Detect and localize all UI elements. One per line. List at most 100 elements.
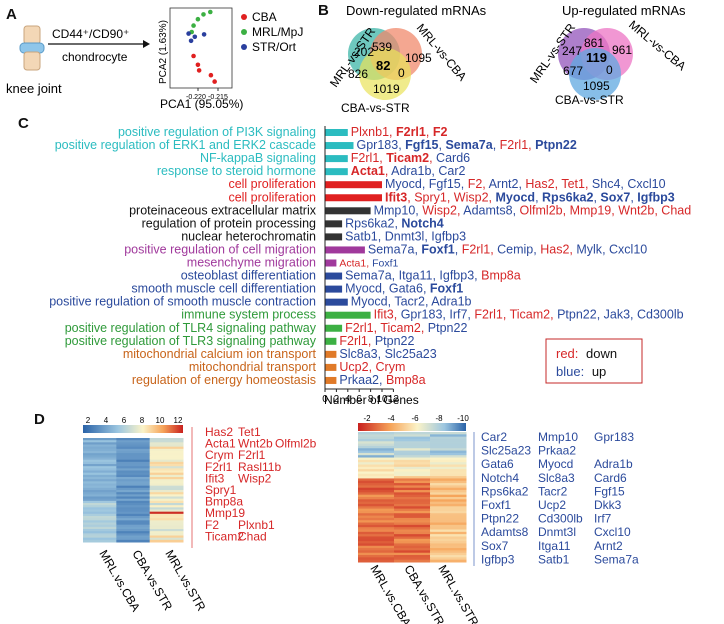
heatmap-right-gene: Notch4 — [481, 471, 519, 485]
heatmap-cell — [394, 452, 431, 456]
heatmap-cell — [116, 537, 151, 541]
heatmap-cell — [83, 451, 117, 454]
heatmap-cell — [149, 459, 184, 463]
go-term-bar — [325, 194, 382, 202]
go-term-label: positive regulation of PI3K signaling — [118, 125, 316, 139]
gene-name: Gpr183 — [401, 308, 443, 322]
go-term-genes: Myocd, Tacr2, Adra1b — [351, 295, 472, 309]
go-x-tick-label: 2 — [334, 394, 340, 405]
heatmap-cell — [394, 436, 431, 440]
heatmap-cell — [116, 518, 151, 521]
gene-name: Igfbp3 — [431, 229, 466, 243]
gene-separator: , — [493, 138, 500, 152]
heatmap-cell — [358, 497, 395, 500]
go-term-label: cell proliferation — [228, 190, 316, 204]
go-term-label: mitochondrial transport — [189, 360, 317, 374]
pca-point — [186, 31, 191, 36]
legend-dot-str — [241, 44, 247, 50]
heatmap-right-gene: Dkk3 — [594, 498, 622, 512]
heatmap-cell — [358, 559, 395, 563]
heatmap-cell — [116, 470, 151, 474]
gene-name: Foxf1 — [421, 242, 454, 256]
heatmap-cell — [394, 480, 431, 484]
gene-name: Ticam2 — [510, 308, 551, 322]
heatmap-cell — [358, 515, 395, 519]
gene-separator: , — [431, 164, 438, 178]
gene-name: Acta1 — [351, 164, 385, 178]
gene-separator: , — [467, 308, 474, 322]
down-venn-title: Down-regulated mRNAs — [346, 3, 487, 18]
gene-separator: , — [620, 177, 627, 191]
gene-separator: , — [513, 203, 520, 217]
gene-separator: , — [474, 269, 481, 283]
heatmap-cell — [358, 555, 395, 558]
heatmap-cell — [149, 522, 184, 526]
heatmap-right-gene: Mmp10 — [538, 430, 578, 444]
gene-name: Sox7 — [600, 190, 630, 204]
heatmap-cell — [394, 524, 431, 528]
heatmap-cell — [149, 531, 184, 534]
gene-name: Tet1 — [561, 177, 585, 191]
gene-name: F2rl1 — [500, 138, 529, 152]
gene-name: Rps6ka2 — [345, 216, 394, 230]
heatmap-cell — [358, 545, 395, 549]
heatmap-cell — [394, 455, 431, 459]
heatmap-cell — [394, 457, 431, 461]
heatmap-right-gene: Cd300lb — [538, 512, 583, 526]
gene-separator: , — [654, 203, 661, 217]
heatmap-cell — [116, 479, 151, 482]
pca-point — [208, 9, 213, 15]
legend-red-key: red: — [556, 346, 578, 361]
gene-separator: , — [369, 360, 376, 374]
panel-d-label: D — [34, 411, 45, 428]
heatmap-cell — [149, 468, 184, 471]
panel-c-label: C — [18, 115, 29, 132]
knee-joint-icon — [19, 25, 45, 71]
heatmap-right-gene: Dnmt3l — [538, 525, 576, 539]
gene-name: Car2 — [438, 164, 465, 178]
go-term-bar — [325, 246, 365, 254]
heatmap-right-gene: Slc8a3 — [538, 471, 575, 485]
down-count-1: 202 — [354, 45, 374, 59]
heatmap-cell — [430, 492, 467, 496]
tissue-label: knee joint — [6, 81, 62, 96]
heatmap-cell — [358, 473, 395, 477]
gene-name: Foxf1 — [430, 282, 463, 296]
heatmap-cell — [358, 552, 395, 556]
heatmap-cell — [358, 466, 395, 470]
go-term-genes: Sema7a, Foxf1, F2rl1, Cemip, Has2, Mylk,… — [368, 242, 647, 256]
go-term-label: regulation of protein processing — [142, 216, 316, 230]
heatmap-cell — [358, 480, 395, 484]
heatmap-cell — [430, 534, 467, 537]
heatmap-left-gene: Mmp19 — [205, 506, 245, 520]
go-term-row: cell proliferation Myocd, Fgf15, F2, Arnt… — [228, 177, 665, 191]
heatmap-right-gene: Gpr183 — [594, 430, 634, 444]
heatmap-cell — [394, 462, 431, 465]
gene-name: Sema7a — [368, 242, 415, 256]
heatmap-right-gene: Ptpn22 — [481, 512, 519, 526]
heatmap-cell — [358, 517, 395, 521]
heatmap-cell — [394, 548, 431, 551]
heatmap-left-scale-label: 6 — [122, 416, 127, 425]
heatmap-cell — [394, 476, 431, 479]
pca-ylabel: PCA2 (1.63%) — [158, 20, 169, 84]
go-term-row: regulation of energy homeostasis Prkaa2, … — [132, 373, 426, 387]
gene-separator: , — [432, 269, 439, 283]
up-count-1: 247 — [562, 44, 582, 58]
heatmap-cell — [430, 501, 467, 505]
gene-separator: , — [398, 138, 405, 152]
heatmap-cell — [394, 464, 431, 468]
down-venn: MRL-vs-STR MRL-vs-CBA CBA-vs-STR 202 539… — [327, 21, 469, 115]
go-term-label: response to steroid hormone — [157, 164, 316, 178]
heatmap-cell — [358, 524, 395, 528]
heatmap-cell — [116, 448, 151, 452]
go-term-genes: Myocd, Gata6, Foxf1 — [345, 282, 463, 296]
gene-separator: , — [366, 258, 372, 270]
heatmap-right-scale-label: -4 — [387, 414, 395, 423]
gene-name: Chad — [661, 203, 691, 217]
heatmap-cell — [430, 434, 467, 438]
heatmap-cell — [394, 552, 431, 556]
heatmap-cell — [358, 543, 395, 547]
heatmap-cell — [116, 520, 151, 523]
